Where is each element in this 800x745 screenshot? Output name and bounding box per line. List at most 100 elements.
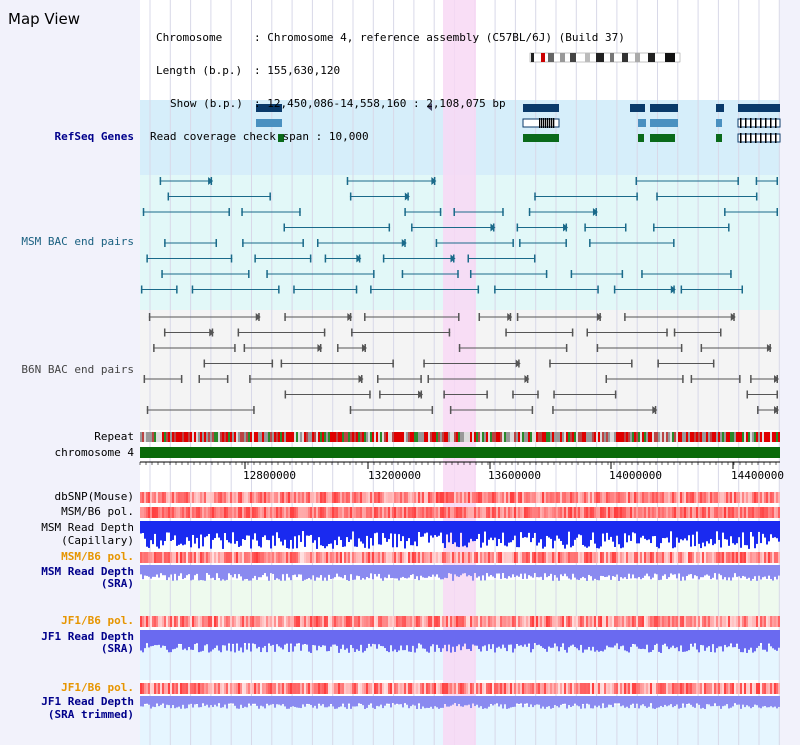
- repeat-segment: [640, 432, 642, 442]
- jf1-sra-depth-bin: [206, 630, 208, 645]
- b6n-bac-label[interactable]: B6N BAC end pairs: [21, 363, 134, 376]
- exon-mark: [770, 133, 772, 143]
- msm-sra-depth-bin: [366, 565, 368, 578]
- jf1-pol-bin: [186, 616, 188, 627]
- jf1-sra-depth-bin: [208, 630, 210, 653]
- jf1-trim-depth-bin: [434, 696, 436, 707]
- repeat-segment: [606, 432, 608, 442]
- jf1-sra-depth-bin: [386, 630, 388, 652]
- msm-pol-bin: [364, 507, 366, 518]
- msm-pol-sra-bin: [242, 552, 244, 563]
- jf1-pol-bin: [590, 616, 592, 627]
- jf1-pol-bin: [572, 616, 574, 627]
- msm-pol-bin: [384, 507, 386, 518]
- msm-pol-bin: [432, 507, 434, 518]
- msm-capillary-depth-bin: [516, 521, 518, 548]
- msm-pol-sra-bin: [170, 552, 172, 563]
- jf1-trim-depth-bin: [682, 696, 684, 704]
- msm-capillary-depth-bin: [510, 521, 512, 543]
- dbsnp-bin: [630, 492, 632, 503]
- jf1-trim-depth-bin: [252, 696, 254, 704]
- jf1-pol-trim-bin: [566, 683, 568, 694]
- jf1-trim-depth-bin: [218, 696, 220, 704]
- repeat-segment: [696, 432, 698, 442]
- msm-capillary-depth-bin: [298, 521, 300, 536]
- jf1-sra-depth-bin: [764, 630, 766, 650]
- jf1-pol-trim-bin: [720, 683, 722, 694]
- b6n-bac-pair-end: [148, 313, 151, 321]
- repeat-segment: [336, 432, 338, 442]
- jf1-trim-depth-bin: [492, 696, 494, 706]
- jf1-sra-depth-bin: [352, 630, 354, 649]
- b6n-bac-pair-end: [657, 359, 659, 368]
- msm-pol-bin: [412, 507, 414, 518]
- jf1-pol-bin: [668, 616, 670, 627]
- jf1-pol-trim-bin: [332, 683, 334, 694]
- msm-pol-sra-bin: [274, 552, 276, 563]
- exon-mark: [770, 118, 772, 128]
- jf1-trim-depth-bin: [608, 696, 610, 705]
- jf1-sra-depth-bin: [318, 630, 320, 646]
- jf1-sra-depth-bin: [398, 630, 400, 651]
- msm-pol-bin: [334, 507, 336, 518]
- dbsnp-bin: [576, 492, 578, 503]
- msm-pol-bin: [574, 507, 576, 518]
- dbsnp-bin: [354, 492, 356, 503]
- repeat-segment: [748, 432, 750, 442]
- msm-pol-bin: [776, 507, 778, 518]
- jf1-pol-trim-bin: [644, 683, 646, 694]
- msm-capillary-depth-bin: [270, 521, 272, 549]
- jf1-pol-bin: [558, 616, 560, 627]
- msm-pol-bin: [182, 507, 184, 518]
- msm-pol-sra-bin: [644, 552, 646, 563]
- jf1-pol-trim-bin: [196, 683, 198, 694]
- msm-b6-pol-sra-label: MSM/B6 pol.: [61, 550, 134, 563]
- msm-pol-bin: [160, 507, 162, 518]
- jf1-pol-trim-bin: [280, 683, 282, 694]
- msm-pol-sra-bin: [570, 552, 572, 563]
- msm-pol-bin: [598, 507, 600, 518]
- repeat-segment: [610, 432, 612, 442]
- msm-capillary-depth-bin: [648, 521, 650, 540]
- repeat-segment: [570, 432, 572, 442]
- jf1-trim-depth-bin: [640, 696, 642, 706]
- msm-pol-bin: [732, 507, 734, 518]
- dbsnp-bin: [216, 492, 218, 503]
- msm-pol-sra-bin: [264, 552, 266, 563]
- repeat-segment: [558, 432, 560, 442]
- msm-pol-bin: [506, 507, 508, 518]
- jf1-trim-depth-bin: [228, 696, 230, 704]
- dbsnp-bin: [474, 492, 476, 503]
- b6n-bac-pair-arrow: [507, 313, 513, 321]
- jf1-trim-depth-bin: [778, 696, 780, 707]
- dbsnp-bin: [612, 492, 614, 503]
- msm-pol-sra-bin: [186, 552, 188, 563]
- repeat-segment: [230, 432, 232, 442]
- b6n-bac-pair-end: [680, 344, 683, 352]
- msm-pol-bin: [256, 507, 258, 518]
- msm-pol-sra-bin: [278, 552, 280, 563]
- repeat-segment: [614, 432, 616, 442]
- jf1-pol-bin: [264, 616, 266, 627]
- b6n-bac-pair-end: [505, 328, 507, 337]
- msm-pol-bin: [468, 507, 470, 518]
- jf1-sra-depth-bin: [394, 630, 396, 650]
- dbsnp-bin: [638, 492, 640, 503]
- jf1-pol-trim-bin: [690, 683, 692, 694]
- msm-pol-bin: [770, 507, 772, 518]
- repeat-segment: [564, 432, 566, 442]
- msm-bac-label[interactable]: MSM BAC end pairs: [21, 235, 134, 248]
- refseq-genes-label[interactable]: RefSeq Genes: [54, 130, 134, 143]
- jf1-sra-depth-bin: [224, 630, 226, 646]
- jf1-pol-trim-bin: [550, 683, 552, 694]
- msm-pol-sra-bin: [296, 552, 298, 563]
- dbsnp-bin: [294, 492, 296, 503]
- jf1-trim-depth-bin: [674, 696, 676, 707]
- msm-pol-bin: [354, 507, 356, 518]
- jf1-pol-bin: [446, 616, 448, 627]
- msm-pol-sra-bin: [578, 552, 580, 563]
- msm-pol-bin: [588, 507, 590, 518]
- msm-sra-depth-bin: [734, 565, 736, 574]
- repeat-segment: [686, 432, 688, 442]
